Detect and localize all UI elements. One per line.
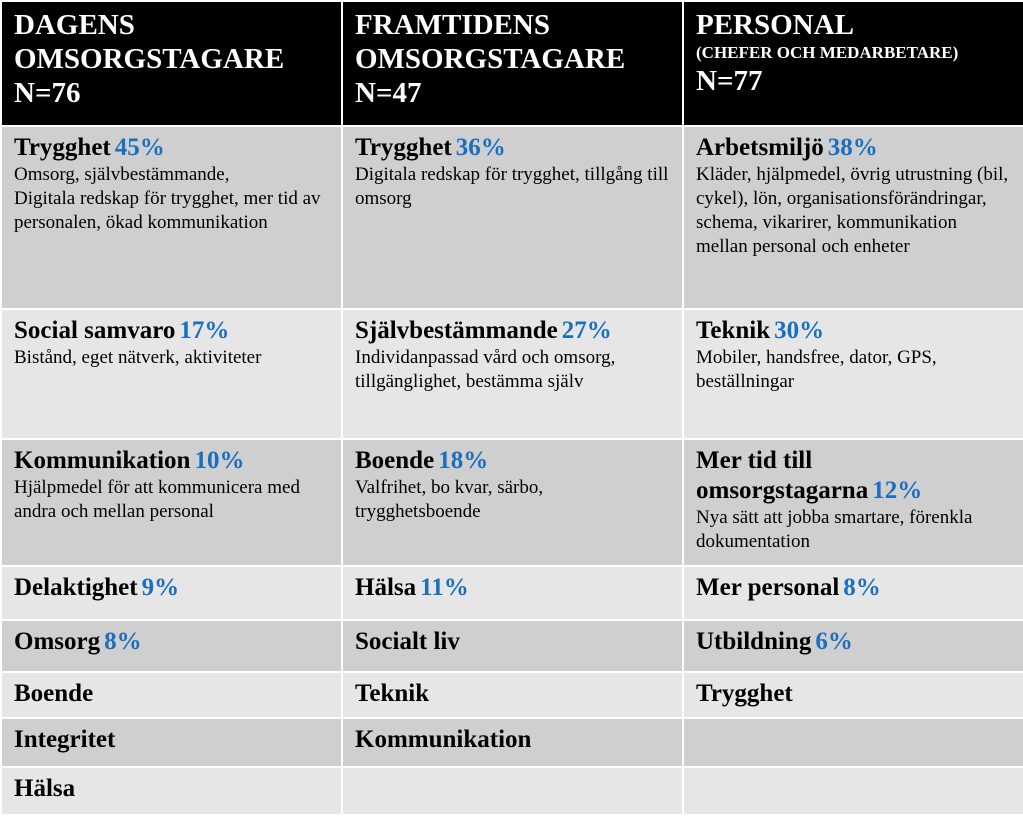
- cell-title: Utbildning: [696, 628, 812, 656]
- table-cell: Kommunikation 10% Hjälpmedel för att komm…: [0, 438, 343, 567]
- header-row: DAGENS OMSORGSTAGARE N=76 FRAMTIDENS OMS…: [0, 0, 1023, 127]
- cell-percent: 45%: [114, 133, 165, 161]
- table-cell: Trygghet: [682, 671, 1023, 720]
- table-cell: Självbestämmande 27% Individanpassad vård…: [341, 307, 684, 441]
- table-cell: Boende: [0, 671, 343, 720]
- table-row: Integritet Kommunikation: [0, 717, 1023, 768]
- column-title: DAGENS OMSORGSTAGARE: [14, 9, 285, 75]
- table-row: Social samvaro 17% Bistånd, eget nätverk,…: [0, 307, 1023, 441]
- table-cell: Mer personal 8%: [682, 564, 1023, 622]
- column-n: N=76: [14, 77, 81, 109]
- cell-title: Självbestämmande: [355, 316, 558, 344]
- column-subtitle: (CHEFER OCH MEDARBETARE): [696, 43, 959, 62]
- cell-percent: 36%: [455, 133, 506, 161]
- cell-title: Teknik: [696, 316, 771, 344]
- cell-title: Kommunikation: [355, 726, 532, 754]
- cell-percent: 12%: [872, 477, 923, 505]
- cell-title: Hälsa: [14, 774, 76, 802]
- table-cell: Mer tid till omsorgstagarna 12% Nya sätt …: [682, 438, 1023, 567]
- table-cell: Hälsa: [0, 765, 343, 816]
- table-cell: Hälsa 11%: [341, 564, 684, 622]
- cell-percent: 9%: [141, 573, 180, 601]
- table-cell: Kommunikation: [341, 717, 684, 768]
- table-cell: Social samvaro 17% Bistånd, eget nätverk,…: [0, 307, 343, 441]
- cell-percent: 18%: [438, 447, 489, 475]
- cell-percent: 17%: [179, 316, 230, 344]
- table-cell: Utbildning 6%: [682, 619, 1023, 674]
- column-header-personal: PERSONAL (CHEFER OCH MEDARBETARE) N=77: [682, 0, 1023, 127]
- column-n: N=77: [696, 65, 763, 97]
- column-header-framtidens: FRAMTIDENS OMSORGSTAGARE N=47: [341, 0, 684, 127]
- table-cell: Arbetsmiljö 38% Kläder, hjälpmedel, övrig…: [682, 124, 1023, 310]
- cell-percent: 27%: [561, 316, 612, 344]
- table-row: Delaktighet 9% Hälsa 11% Mer personal 8%: [0, 564, 1023, 622]
- table-row: Trygghet 45% Omsorg, självbestämmande, Di…: [0, 124, 1023, 310]
- table-cell: Teknik: [341, 671, 684, 720]
- table-cell: [682, 717, 1023, 768]
- cell-title: Socialt liv: [355, 628, 460, 656]
- cell-description: Kläder, hjälpmedel, övrig utrustning (bi…: [696, 163, 1009, 257]
- table-cell: [682, 765, 1023, 816]
- cell-title: Trygghet: [696, 680, 793, 708]
- table-cell: [341, 765, 684, 816]
- table-cell: Boende 18% Valfrihet, bo kvar, särbo, try…: [341, 438, 684, 567]
- cell-title: Trygghet: [14, 133, 111, 161]
- cell-title: Social samvaro: [14, 316, 176, 344]
- cell-percent: 30%: [774, 316, 825, 344]
- cell-percent: 11%: [420, 573, 469, 601]
- cell-title: Boende: [355, 447, 435, 475]
- cell-percent: 6%: [815, 628, 853, 656]
- table-cell: Socialt liv: [341, 619, 684, 674]
- cell-percent: 38%: [827, 133, 878, 161]
- cell-title: Mer personal: [696, 573, 840, 601]
- column-title: FRAMTIDENS OMSORGSTAGARE: [355, 9, 626, 75]
- cell-title: Omsorg: [14, 628, 101, 656]
- table-row: Hälsa: [0, 765, 1023, 816]
- cell-title: Mer tid till omsorgstagarna: [696, 447, 869, 505]
- table-cell: Trygghet 36% Digitala redskap för trygghe…: [341, 124, 684, 310]
- column-title: PERSONAL: [696, 9, 854, 41]
- cell-percent: 8%: [104, 628, 142, 656]
- cell-percent: 8%: [843, 573, 881, 601]
- table-row: Kommunikation 10% Hjälpmedel för att komm…: [0, 438, 1023, 567]
- cell-description: Hjälpmedel för att kommunicera med andra…: [14, 477, 300, 523]
- table-cell: Trygghet 45% Omsorg, självbestämmande, Di…: [0, 124, 343, 310]
- table-cell: Omsorg 8%: [0, 619, 343, 674]
- cell-title: Boende: [14, 680, 94, 708]
- cell-description: Omsorg, självbestämmande, Digitala redsk…: [14, 163, 321, 233]
- cell-description: Individanpassad vård och omsorg, tillgän…: [355, 346, 616, 392]
- table-cell: Delaktighet 9%: [0, 564, 343, 622]
- table-row: Boende Teknik Trygghet: [0, 671, 1023, 720]
- cell-description: Digitala redskap för trygghet, tillgång …: [355, 163, 669, 209]
- cell-title: Kommunikation: [14, 447, 191, 475]
- column-header-dagens: DAGENS OMSORGSTAGARE N=76: [0, 0, 343, 127]
- table-row: Omsorg 8% Socialt liv Utbildning 6%: [0, 619, 1023, 674]
- cell-description: Valfrihet, bo kvar, särbo, trygghetsboen…: [355, 477, 544, 523]
- cell-description: Nya sätt att jobba smartare, förenkla do…: [696, 507, 973, 553]
- cell-title: Arbetsmiljö: [696, 133, 824, 161]
- table-cell: Teknik 30% Mobiler, handsfree, dator, GPS…: [682, 307, 1023, 441]
- cell-description: Bistånd, eget nätverk, aktiviteter: [14, 346, 262, 368]
- column-n: N=47: [355, 77, 422, 109]
- cell-description: Mobiler, handsfree, dator, GPS, beställn…: [696, 346, 937, 392]
- cell-title: Delaktighet: [14, 573, 138, 601]
- cell-title: Hälsa: [355, 573, 417, 601]
- cell-title: Teknik: [355, 680, 430, 708]
- cell-title: Integritet: [14, 726, 116, 754]
- table-cell: Integritet: [0, 717, 343, 768]
- cell-percent: 10%: [194, 447, 245, 475]
- cell-title: Trygghet: [355, 133, 452, 161]
